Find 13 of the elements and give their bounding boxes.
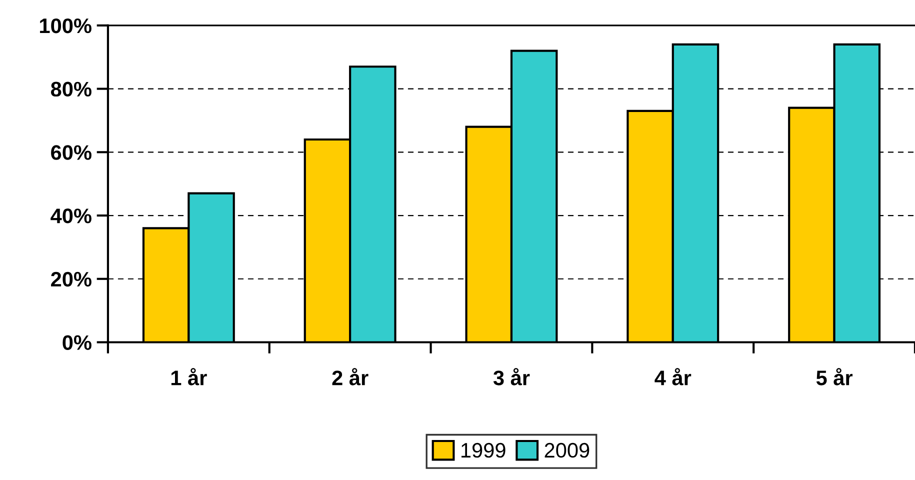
y-tick-label: 0% (62, 335, 92, 350)
y-tick-label: 20% (51, 272, 92, 287)
y-tick-label: 100% (40, 18, 92, 34)
x-tick-label: 1 år (171, 368, 207, 386)
legend-label: 2009 (544, 442, 590, 458)
x-tick-label: 2 år (332, 368, 368, 386)
x-tick-label: 4 år (654, 368, 692, 386)
legend-label: 1999 (462, 442, 506, 458)
y-tick-label: 40% (50, 208, 92, 224)
x-tick-label: 5 år (816, 368, 853, 386)
y-tick-label: 80% (50, 82, 92, 97)
x-tick-label: 3 år (493, 368, 530, 386)
y-tick-label: 60% (51, 145, 92, 160)
